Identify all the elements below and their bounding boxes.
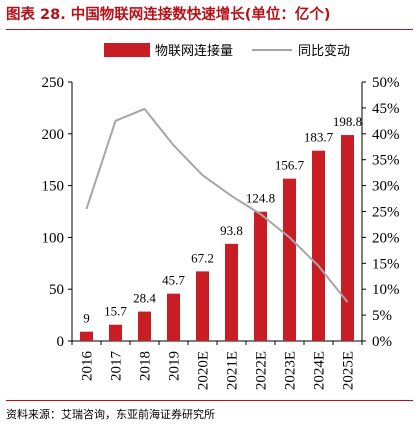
bar-value-label: 183.7 (304, 130, 334, 145)
bar-value-label: 45.7 (162, 273, 185, 288)
bar (196, 271, 209, 341)
x-tick-label: 2025E (341, 351, 357, 390)
right-tick-label: 50% (372, 75, 400, 91)
figure-title: 图表 28. 中国物联网连接数快速增长(单位：亿个) (6, 7, 331, 23)
legend-bar-label: 物联网连接量 (155, 43, 233, 59)
source-rule (6, 400, 413, 401)
title-rule (6, 29, 413, 30)
bar (283, 178, 296, 341)
bar (225, 243, 238, 341)
legend-line-label: 同比变动 (298, 43, 350, 59)
bar-value-label: 67.2 (191, 250, 214, 265)
x-tick-label: 2020E (196, 351, 212, 390)
right-tick-label: 20% (372, 230, 400, 246)
yoy-line-path (85, 107, 349, 303)
bar (341, 135, 354, 341)
right-tick-label: 25% (372, 205, 400, 221)
x-tick-label: 2018 (138, 351, 154, 381)
right-tick-label: 0% (372, 334, 392, 350)
source-note: 资料来源：艾瑞咨询，东亚前海证券研究所 (6, 408, 215, 421)
left-tick-label: 200 (42, 127, 65, 143)
left-tick-label: 50 (49, 282, 64, 298)
bar (109, 324, 122, 341)
bar-value-label: 9 (83, 311, 90, 326)
bar (312, 150, 325, 341)
bars (80, 135, 354, 341)
yoy-line (85, 107, 349, 303)
bar-value-label: 124.8 (246, 191, 275, 206)
x-tick-label: 2023E (283, 351, 299, 390)
right-tick-label: 10% (372, 282, 400, 298)
chart: 物联网连接量 同比变动 0 50 100 150 200 250 0% 5% 10% 15% 20%… (42, 43, 400, 390)
bar (80, 331, 93, 341)
x-tick-label: 2017 (109, 351, 125, 382)
bar-value-label: 28.4 (133, 291, 156, 306)
bar-value-label: 156.7 (275, 158, 305, 173)
right-tick-label: 35% (372, 153, 400, 169)
legend: 物联网连接量 同比变动 (104, 43, 350, 59)
bar (254, 211, 267, 341)
left-tick-label: 100 (42, 230, 65, 246)
data-labels: 9 15.7 28.4 45.7 67.2 93.8 124.8 156.7 183.7198.… (83, 114, 362, 326)
right-tick-label: 45% (372, 101, 400, 117)
bar (138, 311, 151, 341)
right-tick-label: 15% (372, 256, 400, 272)
left-tick-label: 150 (42, 179, 65, 195)
bar-value-label: 198.8 (333, 114, 362, 129)
right-tick-label: 5% (372, 308, 392, 324)
x-tick-label: 2016 (80, 351, 96, 382)
left-tick-label: 250 (42, 75, 65, 91)
x-tick-label: 2024E (312, 351, 328, 390)
bar (167, 293, 180, 341)
bar-value-label: 93.8 (220, 223, 243, 238)
bar-value-label: 15.7 (104, 304, 127, 319)
x-tick-label: 2022E (254, 351, 270, 390)
right-tick-label: 40% (372, 127, 400, 143)
x-tick-label: 2021E (225, 351, 241, 390)
right-tick-label: 30% (372, 179, 400, 195)
legend-bar-swatch (104, 43, 150, 57)
x-tick-label: 2019 (167, 351, 183, 381)
left-tick-label: 0 (57, 334, 65, 350)
